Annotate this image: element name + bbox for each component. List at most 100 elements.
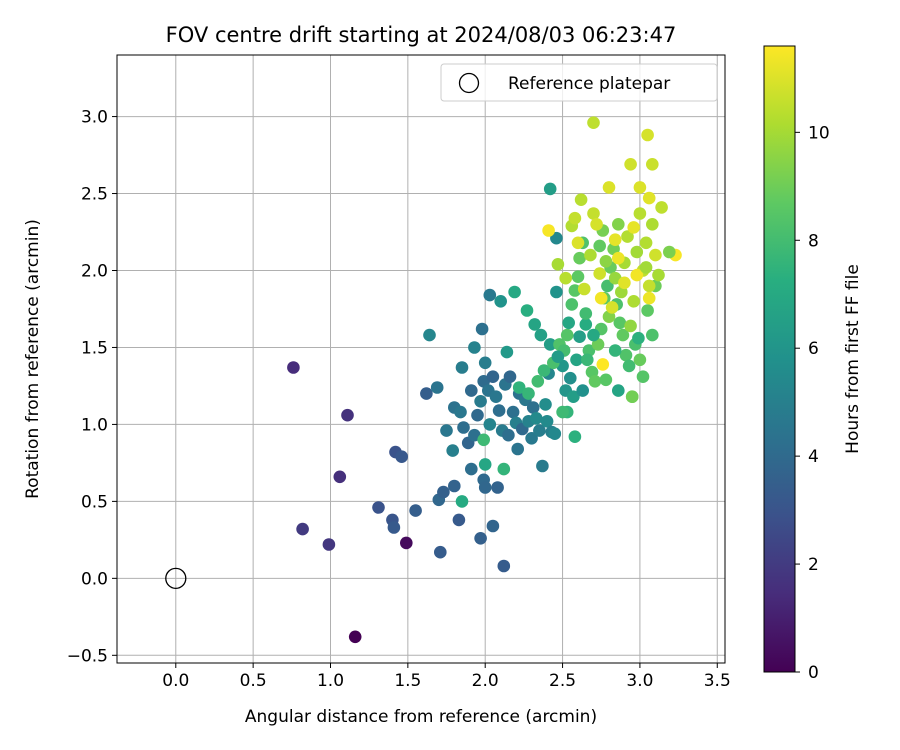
colorbar-tick-label: 6 <box>808 339 819 359</box>
data-point <box>539 398 552 411</box>
x-axis-ticks: 0.0 0.5 1.0 1.5 2.0 2.5 3.0 3.5 <box>162 663 731 691</box>
data-point <box>420 387 433 400</box>
data-point <box>503 370 517 384</box>
data-point <box>560 328 574 342</box>
data-point <box>452 513 466 527</box>
data-point <box>593 239 606 253</box>
data-point <box>590 218 603 231</box>
data-point <box>646 218 659 231</box>
data-point <box>491 481 504 494</box>
data-point <box>579 318 593 331</box>
data-point <box>478 481 492 494</box>
x-tick-label: 0.5 <box>240 671 267 691</box>
data-point <box>571 236 585 250</box>
data-point <box>621 230 634 243</box>
data-point <box>599 373 613 387</box>
data-point <box>497 462 511 476</box>
y-tick-label: 0.0 <box>81 569 108 589</box>
data-point <box>430 381 444 394</box>
data-point <box>641 304 654 317</box>
x-tick-label: 1.0 <box>317 671 344 691</box>
x-tick-label: 2.0 <box>472 671 499 691</box>
data-point <box>581 353 594 367</box>
data-point <box>520 304 534 317</box>
data-point <box>565 298 579 311</box>
data-point <box>601 279 614 293</box>
data-point <box>341 408 354 422</box>
data-point <box>550 231 563 245</box>
colorbar-tick-label: 0 <box>808 663 819 683</box>
y-axis-label: Rotation from reference (arcmin) <box>23 219 43 499</box>
colorbar-ticks: 0 2 4 6 8 10 <box>795 123 830 683</box>
data-point <box>322 538 336 551</box>
data-point <box>605 301 619 314</box>
data-point <box>483 418 497 431</box>
data-point <box>474 395 487 408</box>
data-point <box>437 485 450 499</box>
data-point <box>548 427 562 441</box>
legend-label-reference: Reference platepar <box>508 74 670 94</box>
data-point <box>596 358 610 371</box>
data-point <box>587 328 600 342</box>
data-point <box>612 251 625 265</box>
data-point <box>454 405 467 419</box>
y-axis-ticks: −0.5 0.0 0.5 1.0 1.5 2.0 2.5 3.0 <box>67 108 117 666</box>
data-point <box>642 191 656 205</box>
data-point <box>579 307 593 320</box>
data-point <box>478 356 492 370</box>
data-point <box>593 267 606 280</box>
data-point <box>543 338 557 351</box>
x-tick-label: 2.5 <box>549 671 576 691</box>
chart-title: FOV centre drift starting at 2024/08/03 … <box>166 23 677 47</box>
data-point <box>551 258 565 271</box>
data-point <box>633 353 647 367</box>
data-point <box>478 458 492 471</box>
data-point <box>423 328 436 342</box>
data-point <box>570 353 583 367</box>
data-point <box>492 404 506 417</box>
data-point <box>506 405 520 419</box>
data-point <box>639 261 653 274</box>
colorbar-tick-label: 8 <box>808 231 819 251</box>
y-tick-label: 1.0 <box>81 415 108 435</box>
data-point <box>624 158 637 171</box>
data-point <box>468 341 481 354</box>
data-point <box>646 158 659 171</box>
data-point <box>630 268 644 282</box>
x-tick-label: 3.0 <box>626 671 653 691</box>
colorbar-gradient <box>763 45 796 673</box>
legend-box <box>440 63 718 102</box>
data-point <box>625 390 639 404</box>
data-point <box>573 251 586 265</box>
data-point <box>522 387 535 400</box>
data-point <box>630 245 644 259</box>
data-point <box>627 295 640 308</box>
data-point <box>608 344 622 357</box>
data-point <box>531 375 545 388</box>
data-point <box>465 462 478 476</box>
data-point <box>582 344 596 357</box>
y-tick-label: 0.5 <box>81 492 108 512</box>
data-point <box>483 288 497 302</box>
data-point <box>508 285 521 299</box>
data-point <box>502 428 515 442</box>
y-tick-label: 2.0 <box>81 261 108 281</box>
data-point <box>489 390 503 404</box>
colorbar-tick-label: 10 <box>808 123 830 143</box>
data-point <box>395 450 409 464</box>
data-point <box>530 412 543 425</box>
data-point <box>434 545 447 559</box>
reference-layer <box>165 567 187 589</box>
x-axis-label: Angular distance from reference (arcmin) <box>245 707 597 727</box>
data-point <box>619 348 633 362</box>
data-point <box>446 444 460 457</box>
data-point <box>564 371 577 385</box>
colorbar: 0 2 4 6 8 10 Hours from first FF file <box>763 45 863 683</box>
data-point <box>455 495 469 508</box>
data-point <box>333 470 347 484</box>
data-point <box>574 193 588 206</box>
data-point <box>568 284 582 297</box>
x-tick-label: 1.5 <box>394 671 421 691</box>
data-point <box>642 279 656 293</box>
data-point <box>599 254 613 268</box>
